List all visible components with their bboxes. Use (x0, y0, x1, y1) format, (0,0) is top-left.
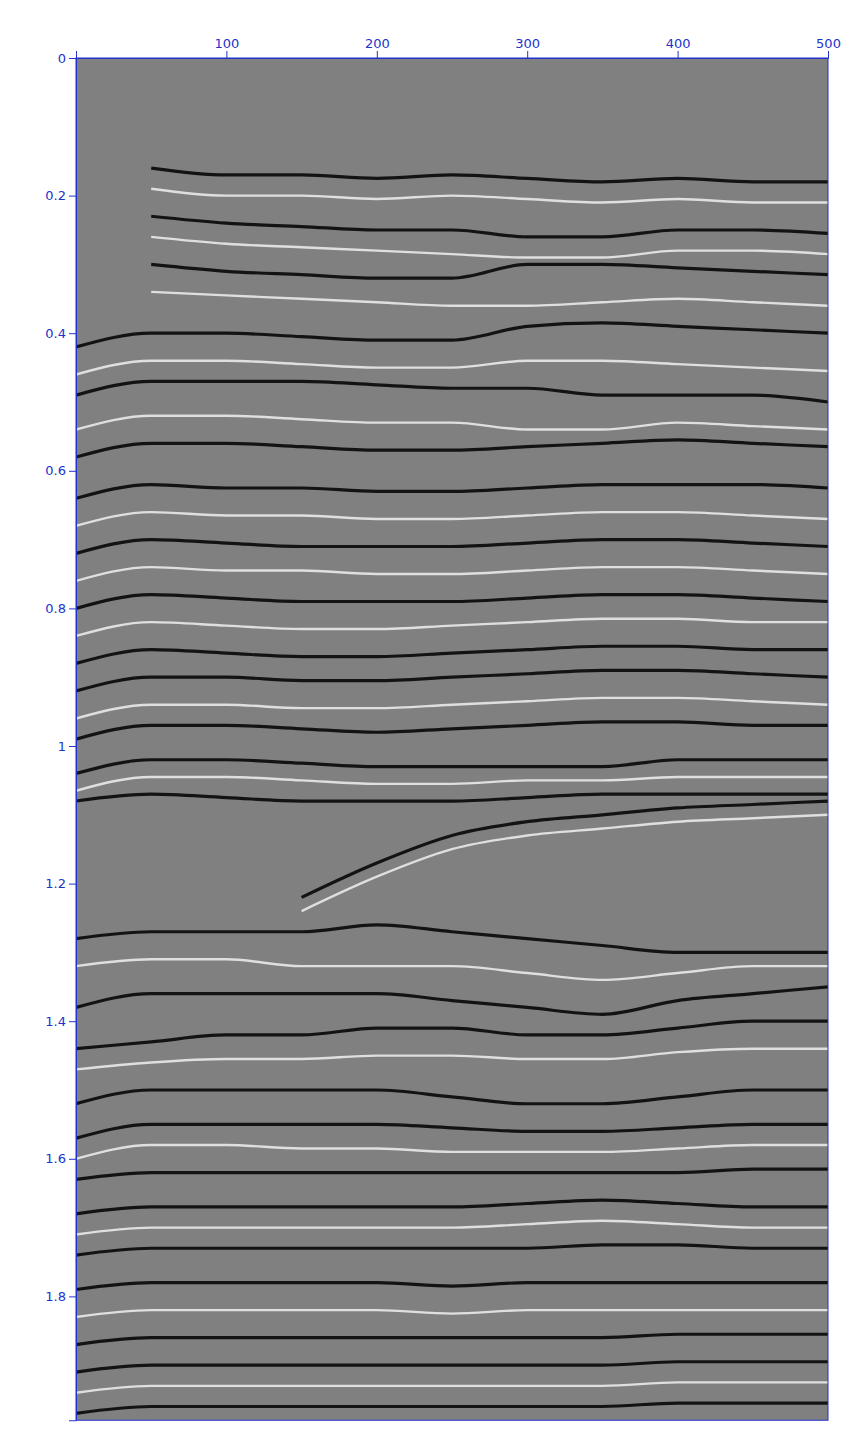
y-tick: 1.2 (45, 876, 76, 891)
horizon (76, 381, 828, 402)
horizon (76, 722, 828, 739)
y-tick-label: 1.4 (45, 1014, 66, 1029)
horizons (76, 168, 828, 1413)
x-axis: 100 200 300 400 500 (77, 36, 841, 59)
horizon (151, 216, 828, 237)
y-tick: 1.4 (45, 1014, 76, 1029)
horizon (76, 1090, 828, 1104)
chart: 100 200 300 400 500 0 0.2 0.4 0.6 0.8 1 1.2 1.4 1.6 1.… (0, 0, 842, 1433)
x-tick-mark (527, 51, 528, 58)
y-tick-label: 1.2 (45, 876, 66, 891)
horizon (76, 416, 828, 430)
horizon (151, 237, 828, 258)
horizon (76, 987, 828, 1015)
horizon (76, 567, 828, 581)
y-tick-mark (69, 196, 76, 197)
horizon (76, 1362, 828, 1372)
plot: 100 200 300 400 500 0 0.2 0.4 0.6 0.8 1 1.2 1.4 1.6 1.… (45, 36, 841, 1421)
horizon (76, 361, 828, 375)
horizon (151, 189, 828, 203)
horizon (76, 794, 828, 801)
y-tick-label: 1.6 (45, 1151, 66, 1166)
horizon (76, 646, 828, 663)
y-tick-label: 0.8 (45, 601, 66, 616)
y-tick: 0.6 (45, 463, 76, 478)
horizon (76, 1283, 828, 1290)
horizon (302, 815, 828, 911)
y-tick-label: 1 (58, 739, 66, 754)
x-tick-label: 200 (365, 36, 390, 51)
y-axis-line (69, 59, 77, 1421)
x-tick: 500 (816, 36, 841, 58)
y-tick: 1.6 (45, 1151, 76, 1166)
y-tick: 0 (58, 51, 76, 66)
y-tick-mark (69, 1159, 76, 1160)
horizon (76, 595, 828, 609)
horizon (76, 440, 828, 457)
horizon (151, 292, 828, 306)
horizon (76, 698, 828, 719)
horizon (76, 512, 828, 526)
y-tick-label: 0.4 (45, 326, 66, 341)
y-tick: 1 (58, 739, 76, 754)
horizon (151, 168, 828, 182)
x-tick-label: 100 (214, 36, 239, 51)
horizon (76, 619, 828, 636)
x-tick: 200 (365, 36, 390, 58)
horizon (76, 1334, 828, 1344)
x-tick-mark (377, 51, 378, 58)
y-tick-label: 0.2 (45, 188, 66, 203)
y-tick: 0.4 (45, 326, 76, 341)
horizon (76, 540, 828, 554)
x-tick-mark (828, 51, 829, 58)
y-tick-mark (69, 471, 76, 472)
x-tick-label: 500 (816, 36, 841, 51)
y-tick-label: 0 (58, 51, 66, 66)
y-tick-mark (69, 1021, 76, 1022)
horizon (76, 777, 828, 791)
horizon (76, 1169, 828, 1179)
horizon (76, 1245, 828, 1255)
horizon (76, 670, 828, 691)
horizon (302, 801, 828, 897)
y-tick-mark (69, 58, 76, 59)
x-tick: 300 (515, 36, 540, 58)
y-tick: 1.8 (45, 1289, 76, 1304)
x-tick: 100 (214, 36, 239, 58)
horizon (76, 485, 828, 499)
horizon (76, 1049, 828, 1070)
horizon (76, 760, 828, 774)
y-tick: 0.2 (45, 188, 76, 203)
y-tick-label: 1.8 (45, 1289, 66, 1304)
y-tick-mark (69, 746, 76, 747)
x-tick-label: 400 (666, 36, 691, 51)
horizon (76, 925, 828, 953)
horizon (76, 1200, 828, 1214)
y-axis: 0 0.2 0.4 0.6 0.8 1 1.2 1.4 1.6 1.8 (45, 51, 76, 1421)
horizon (76, 323, 828, 347)
y-tick-mark (69, 884, 76, 885)
plot-frame (76, 58, 828, 1420)
horizon (76, 1382, 828, 1392)
plot-background (76, 58, 828, 1420)
y-tick: 0.8 (45, 601, 76, 616)
x-tick-label: 300 (515, 36, 540, 51)
x-tick: 400 (666, 36, 691, 58)
x-axis-line (77, 51, 829, 59)
horizon (76, 1124, 828, 1138)
y-tick-mark (69, 333, 76, 334)
horizon (76, 1021, 828, 1049)
horizon (76, 1403, 828, 1413)
x-tick-mark (226, 51, 227, 58)
horizon (76, 1221, 828, 1235)
horizon (76, 1310, 828, 1317)
horizon (76, 1145, 828, 1159)
x-tick-mark (678, 51, 679, 58)
horizon (76, 959, 828, 980)
horizon (151, 264, 828, 278)
y-tick-mark (69, 608, 76, 609)
y-tick-mark (69, 1296, 76, 1297)
y-tick-label: 0.6 (45, 463, 66, 478)
